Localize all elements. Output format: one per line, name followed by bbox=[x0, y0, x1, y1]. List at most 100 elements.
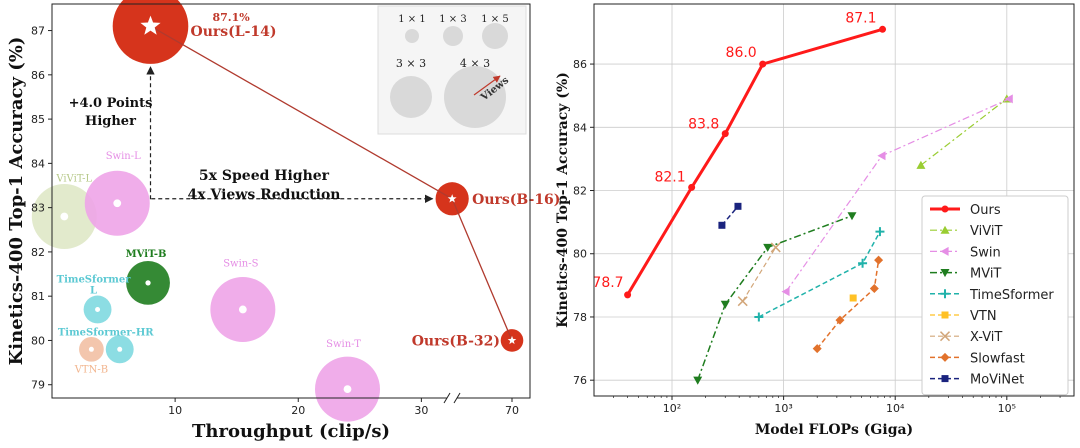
bubble-center-vtn-b bbox=[88, 346, 94, 352]
axis-break-mark bbox=[453, 392, 461, 404]
data-label-ours: 86.0 bbox=[726, 45, 757, 61]
legend-item-slowfast: Slowfast bbox=[930, 351, 1025, 366]
series-line-ours bbox=[626, 27, 883, 296]
legend-marker bbox=[940, 289, 950, 299]
y-tick-label: 84 bbox=[573, 121, 587, 134]
left-chart: Ours(L-14) Ours(B-16) Ours(B-32) ViViT-L Swi… bbox=[6, 0, 560, 442]
legend-marker bbox=[941, 375, 949, 383]
ours-trend-line bbox=[150, 25, 513, 341]
point-label-swin-t: Swin-T bbox=[326, 339, 361, 350]
series-vivit bbox=[916, 94, 1012, 169]
views-circle bbox=[405, 29, 419, 43]
y-tick-label: 87 bbox=[31, 25, 45, 38]
y-tick-label: 86 bbox=[31, 69, 45, 82]
point-slowfast bbox=[869, 284, 879, 294]
left-plot-frame bbox=[51, 3, 531, 399]
label-line: TimeSformer bbox=[57, 274, 132, 285]
series-swin bbox=[781, 94, 1013, 297]
y-tick-label: 84 bbox=[31, 157, 45, 170]
legend-item-swin: Swin bbox=[930, 245, 1001, 260]
point-swin bbox=[877, 151, 886, 161]
point-label-ours-b-16: Ours(B-16) bbox=[472, 192, 560, 208]
views-label-1-5: 1 × 5 bbox=[481, 14, 508, 25]
y-tick-label: 79 bbox=[31, 379, 45, 392]
point-label-timesformer-hr: TimeSformer-HR bbox=[58, 327, 154, 338]
series-ours: 78.7 82.1 83.8 86.0 87.1 bbox=[592, 10, 887, 299]
x-axis-title: Throughput (clip/s) bbox=[192, 421, 390, 442]
views-label-4-3: 4 × 3 bbox=[460, 57, 490, 70]
y-tick-label: 83 bbox=[31, 202, 45, 215]
y-tick-label: 82 bbox=[31, 246, 45, 259]
data-label-ours: 78.7 bbox=[592, 275, 623, 291]
legend-item-ours: Ours bbox=[930, 203, 1001, 218]
bubble-center-timesformer-l bbox=[95, 306, 101, 312]
speed-gain-label: 4x Views Reduction bbox=[188, 187, 341, 203]
views-label-3-3: 3 × 3 bbox=[396, 57, 426, 70]
point-timesformer bbox=[858, 258, 868, 268]
bubble-center-swin-t bbox=[343, 385, 352, 394]
point-mvit bbox=[763, 243, 773, 252]
series-mvit bbox=[693, 212, 857, 385]
right-chart: 78.7 82.1 83.8 86.0 87.1 76 78 80 82 84 86 10² 10³ 1… bbox=[555, 3, 1075, 438]
x-tick-label: 10³ bbox=[774, 402, 792, 415]
legend-item-mvit: MViT bbox=[930, 267, 1001, 282]
point-vivit bbox=[916, 160, 926, 169]
point-x-vit bbox=[737, 296, 748, 307]
series-vtn bbox=[849, 294, 857, 302]
series-timesformer bbox=[754, 227, 885, 322]
axis-break-gap bbox=[447, 392, 457, 404]
point-slowfast bbox=[812, 344, 822, 354]
point-label-vivit-l: ViViT-L bbox=[55, 173, 92, 184]
point-ours bbox=[688, 183, 696, 191]
point-slowfast bbox=[874, 255, 884, 265]
views-circle bbox=[443, 26, 463, 46]
legend-item-vtn: VTN bbox=[930, 309, 997, 324]
point-label-ours-b-32: Ours(B-32) bbox=[412, 333, 500, 349]
point-label-ours-l-14: Ours(L-14) bbox=[191, 24, 277, 40]
legend-item-timesformer: TimeSformer bbox=[930, 288, 1054, 303]
series-line-x-vit bbox=[742, 247, 777, 302]
legend-label: Slowfast bbox=[970, 351, 1025, 366]
x-tick-label: 10 bbox=[168, 404, 182, 417]
y-axis-title: Kinetics-400 Top-1 Accuracy (%) bbox=[6, 37, 27, 366]
x-axis-title: Model FLOPs (Giga) bbox=[755, 422, 913, 438]
x-tick-label: 10⁴ bbox=[886, 402, 905, 415]
point-label-vtn-b: VTN-B bbox=[74, 364, 108, 375]
star-ours-b-32 bbox=[507, 335, 517, 345]
points-gain-label: Higher bbox=[85, 114, 136, 129]
y-tick-label: 78 bbox=[573, 311, 587, 324]
legend-label: VTN bbox=[970, 309, 997, 324]
series-line-vivit bbox=[920, 98, 1008, 166]
legend-label: TimeSformer bbox=[969, 288, 1054, 303]
bubble-layer bbox=[31, 0, 524, 422]
legend-label: MoViNet bbox=[970, 373, 1024, 388]
x-tick-label: 70 bbox=[505, 404, 519, 417]
star-ours-l-14 bbox=[140, 15, 161, 35]
point-x-vit bbox=[770, 242, 781, 253]
views-label-1-1: 1 × 1 bbox=[398, 14, 425, 25]
axis-break-mark bbox=[443, 392, 451, 404]
point-swin bbox=[781, 287, 790, 297]
point-label-layer: Ours(L-14) Ours(B-16) Ours(B-32) ViViT-L Swi… bbox=[55, 24, 560, 375]
views-circle bbox=[444, 66, 506, 128]
point-label-timesformer-l: TimeSformer L bbox=[57, 274, 132, 296]
point-mvit bbox=[720, 300, 730, 309]
legend-marker bbox=[940, 225, 950, 234]
point-slowfast bbox=[835, 315, 845, 325]
y-tick-label: 80 bbox=[573, 248, 587, 261]
series-slowfast bbox=[812, 255, 884, 354]
right-plot-frame bbox=[593, 3, 1075, 397]
data-label-ours: 82.1 bbox=[654, 169, 685, 185]
point-ours bbox=[721, 130, 729, 138]
data-label-ours: 87.1 bbox=[845, 10, 876, 26]
legend-label: Swin bbox=[970, 245, 1001, 260]
point-movinet bbox=[718, 221, 726, 229]
right-axes: 76 78 80 82 84 86 10² 10³ 10⁴ 10⁵ Model FLOPs (Gig… bbox=[555, 3, 1075, 438]
y-tick-label: 76 bbox=[573, 374, 587, 387]
legend-marker bbox=[941, 205, 949, 213]
x-tick-label: 10² bbox=[663, 402, 681, 415]
series-x-vit bbox=[737, 242, 781, 307]
views-arrow bbox=[473, 75, 501, 96]
point-label-swin-l: Swin-L bbox=[106, 151, 141, 162]
